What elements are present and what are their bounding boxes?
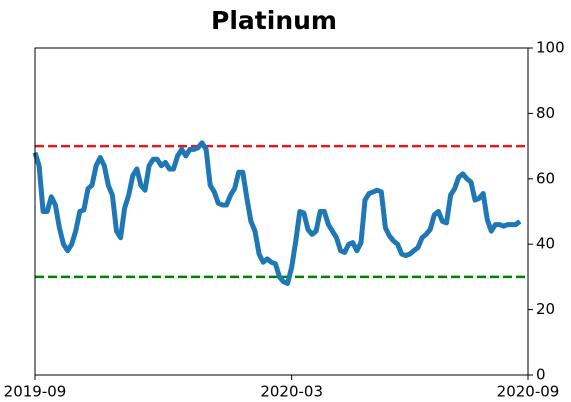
plot-frame	[35, 48, 528, 375]
data-line	[35, 143, 520, 284]
chart-title: Platinum	[211, 6, 337, 35]
y-tick-label: 60	[536, 169, 555, 187]
x-tick-label: 2020-09	[497, 383, 560, 401]
y-tick-label: 80	[536, 104, 555, 122]
x-tick-label: 2020-03	[260, 383, 323, 401]
y-tick-label: 20	[536, 300, 555, 318]
y-tick-label: 0	[536, 366, 546, 384]
y-tick-label: 40	[536, 235, 555, 253]
y-tick-label: 100	[536, 39, 565, 57]
x-tick-label: 2019-09	[4, 383, 67, 401]
